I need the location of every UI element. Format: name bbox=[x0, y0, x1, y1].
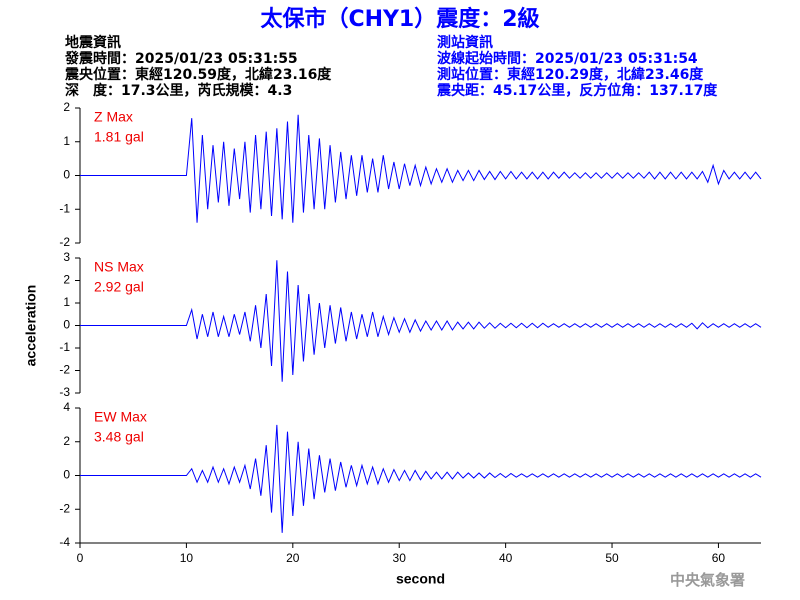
x-tick-label: 50 bbox=[605, 551, 619, 565]
x-tick-label: 30 bbox=[393, 551, 407, 565]
y-tick-label: -3 bbox=[59, 385, 70, 399]
x-tick-label: 0 bbox=[77, 551, 84, 565]
info-line: 地震資訊 bbox=[65, 34, 121, 51]
y-tick-label: 0 bbox=[63, 468, 70, 482]
y-tick-label: -4 bbox=[59, 535, 70, 549]
waveform bbox=[80, 424, 762, 533]
waveform bbox=[80, 114, 762, 223]
station-line: 波線起始時間：2025/01/23 05:31:54 bbox=[437, 50, 698, 67]
y-tick-label: -2 bbox=[59, 501, 70, 515]
x-tick-label: 60 bbox=[712, 551, 726, 565]
x-tick-label: 10 bbox=[180, 551, 194, 565]
y-tick-label: 3 bbox=[63, 250, 70, 264]
info-line: 深 度：17.3公里，芮氏規模：4.3 bbox=[65, 82, 292, 99]
y-tick-label: 1 bbox=[63, 295, 70, 309]
station-line: 測站位置：東經120.29度，北緯23.46度 bbox=[437, 66, 704, 83]
max-label: Z Max bbox=[94, 109, 133, 125]
y-tick-label: -1 bbox=[59, 340, 70, 354]
x-tick-label: 40 bbox=[499, 551, 513, 565]
waveform bbox=[80, 260, 762, 382]
max-label: 3.48 gal bbox=[94, 429, 144, 445]
y-tick-label: 2 bbox=[63, 434, 70, 448]
station-line: 測站資訊 bbox=[437, 34, 493, 51]
y-tick-label: -2 bbox=[59, 235, 70, 249]
y-tick-label: 2 bbox=[63, 100, 70, 114]
max-label: 1.81 gal bbox=[94, 129, 144, 145]
y-tick-label: 0 bbox=[63, 168, 70, 182]
x-axis-label: second bbox=[396, 571, 445, 587]
x-tick-label: 20 bbox=[286, 551, 300, 565]
max-label: EW Max bbox=[94, 409, 147, 425]
info-line: 發震時間：2025/01/23 05:31:55 bbox=[64, 50, 298, 67]
max-label: 2.92 gal bbox=[94, 279, 144, 295]
y-tick-label: 2 bbox=[63, 273, 70, 287]
y-tick-label: 0 bbox=[63, 318, 70, 332]
max-label: NS Max bbox=[94, 259, 144, 275]
y-axis-label: acceleration bbox=[23, 285, 39, 367]
watermark: 中央氣象署 bbox=[670, 571, 745, 589]
y-tick-label: 1 bbox=[63, 134, 70, 148]
y-tick-label: 4 bbox=[63, 400, 70, 414]
title: 太保市（CHY1）震度：2級 bbox=[260, 6, 539, 32]
info-line: 震央位置：東經120.59度，北緯23.16度 bbox=[64, 66, 332, 83]
y-tick-label: -2 bbox=[59, 363, 70, 377]
y-tick-label: -1 bbox=[59, 201, 70, 215]
station-line: 震央距：45.17公里，反方位角：137.17度 bbox=[436, 82, 718, 99]
